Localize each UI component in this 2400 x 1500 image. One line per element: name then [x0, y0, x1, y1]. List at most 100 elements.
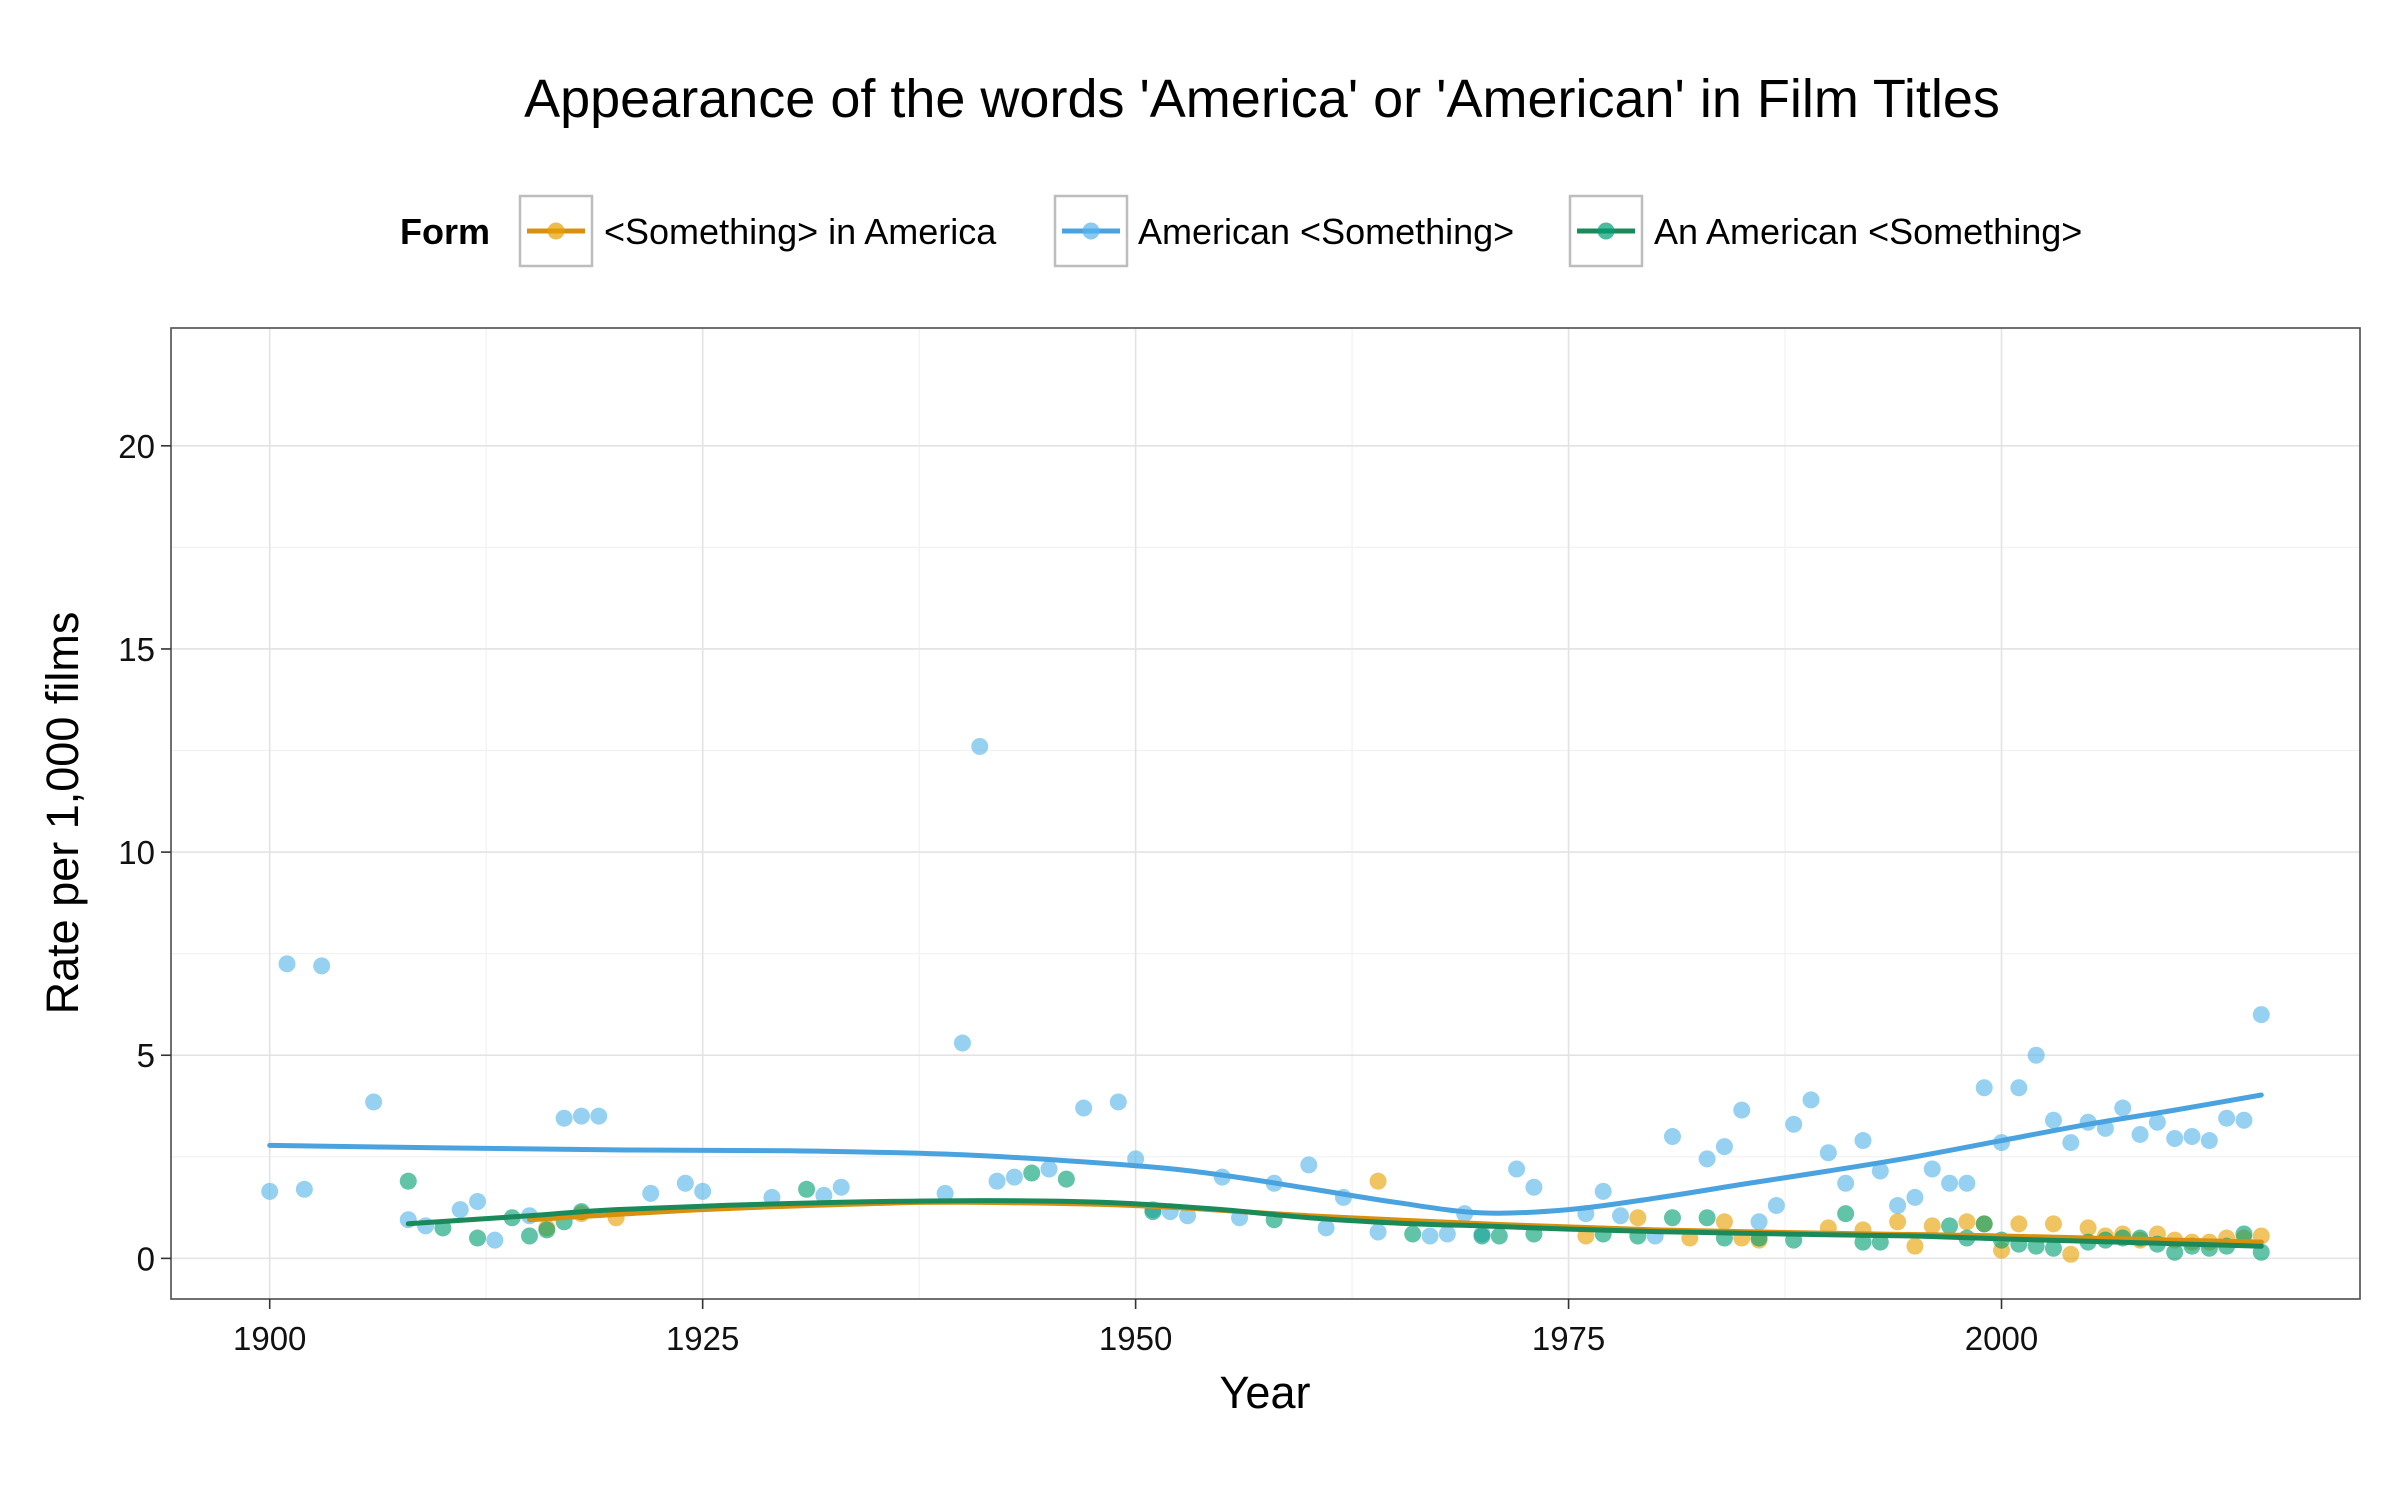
data-point-series-3 [2235, 1225, 2253, 1243]
data-point-series-1 [2062, 1245, 2080, 1263]
chart-title: Appearance of the words 'America' or 'Am… [524, 69, 2000, 129]
data-point-series-2 [1785, 1115, 1803, 1133]
data-point-series-2 [486, 1231, 504, 1249]
data-point-series-3 [1837, 1205, 1855, 1223]
legend-key-point [1597, 222, 1615, 240]
data-point-series-2 [1941, 1174, 1959, 1192]
legend-entry-3: An American <Something> [1568, 194, 2082, 268]
data-point-series-2 [1040, 1160, 1058, 1178]
data-point-series-3 [1404, 1225, 1422, 1243]
data-point-series-2 [1612, 1207, 1630, 1225]
legend-entry-2: American <Something> [1053, 194, 1514, 268]
data-point-series-3 [469, 1229, 487, 1247]
data-point-series-2 [295, 1180, 313, 1198]
data-point-series-3 [1473, 1227, 1491, 1245]
legend-entry-1: <Something> in America [518, 194, 997, 268]
data-point-series-3 [2166, 1243, 2184, 1261]
data-point-series-2 [313, 957, 331, 975]
data-point-series-2 [642, 1184, 660, 1202]
data-point-series-2 [1750, 1213, 1768, 1231]
data-point-series-2 [1300, 1156, 1318, 1174]
y-tick-label: 10 [118, 834, 155, 871]
data-point-series-2 [1594, 1182, 1612, 1200]
legend-label: An American <Something> [1654, 211, 2082, 252]
data-point-series-1 [1889, 1213, 1907, 1231]
data-point-series-1 [1906, 1237, 1924, 1255]
data-point-series-3 [399, 1172, 417, 1190]
smooth-line-series-3 [405, 1198, 2264, 1249]
legend-key-point [1082, 222, 1100, 240]
data-point-series-2 [1975, 1079, 1993, 1097]
legend-key-point [547, 222, 565, 240]
data-point-series-2 [676, 1174, 694, 1192]
data-point-series-2 [2114, 1099, 2132, 1117]
data-point-series-2 [1733, 1101, 1751, 1119]
data-point-series-2 [1767, 1197, 1785, 1215]
data-point-series-2 [1179, 1207, 1197, 1225]
data-point-series-1 [2079, 1219, 2097, 1237]
smooth-lines [267, 1092, 2264, 1249]
y-tick-label: 5 [137, 1037, 155, 1074]
data-point-series-2 [2010, 1079, 2028, 1097]
y-axis: 0 5 10 15 20 [118, 428, 171, 1277]
data-point-series-2 [278, 955, 296, 973]
data-point-series-2 [1923, 1160, 1941, 1178]
x-tick-label: 1925 [666, 1320, 739, 1357]
data-point-series-2 [1715, 1138, 1733, 1156]
data-point-series-1 [1923, 1217, 1941, 1235]
legend: Form <Something> in America American <Som… [400, 194, 2082, 268]
legend-title: Form [400, 211, 490, 252]
data-point-series-2 [2218, 1109, 2236, 1127]
data-point-series-2 [694, 1182, 712, 1200]
data-point-series-2 [2062, 1134, 2080, 1152]
data-point-series-2 [572, 1107, 590, 1125]
data-point-series-2 [1317, 1219, 1335, 1237]
data-point-series-2 [2044, 1111, 2062, 1129]
plot-area [170, 327, 2361, 1300]
data-point-series-2 [2131, 1125, 2149, 1143]
data-point-series-3 [538, 1221, 556, 1239]
data-point-series-2 [1958, 1174, 1976, 1192]
data-point-series-2 [1075, 1099, 1093, 1117]
y-tick-label: 15 [118, 631, 155, 668]
x-tick-label: 1900 [233, 1320, 306, 1357]
data-point-series-2 [1005, 1168, 1023, 1186]
data-point-series-2 [2166, 1130, 2184, 1148]
data-point-series-2 [590, 1107, 608, 1125]
y-axis-title: Rate per 1,000 films [37, 612, 88, 1015]
x-tick-label: 2000 [1965, 1320, 2038, 1357]
data-point-series-2 [815, 1186, 833, 1204]
data-point-series-3 [1663, 1209, 1681, 1227]
x-axis-title: Year [1220, 1367, 1311, 1418]
data-point-series-3 [1698, 1209, 1716, 1227]
data-point-series-1 [1958, 1213, 1976, 1231]
data-point-series-2 [1871, 1162, 1889, 1180]
legend-label: <Something> in America [604, 211, 997, 252]
data-point-series-2 [2252, 1006, 2270, 1024]
legend-label: American <Something> [1138, 211, 1514, 252]
data-point-series-2 [2235, 1111, 2253, 1129]
data-point-series-2 [2148, 1113, 2166, 1131]
data-point-series-2 [1698, 1150, 1716, 1168]
data-point-series-2 [2027, 1046, 2045, 1064]
data-point-series-3 [1854, 1233, 1872, 1251]
x-tick-label: 1950 [1099, 1320, 1172, 1357]
data-point-series-3 [1941, 1217, 1959, 1235]
data-point-series-2 [469, 1192, 487, 1210]
data-point-series-3 [798, 1180, 816, 1198]
grid [171, 328, 2360, 1299]
data-point-series-2 [1421, 1227, 1439, 1245]
data-point-series-1 [1715, 1213, 1733, 1231]
data-point-series-2 [1906, 1188, 1924, 1206]
x-tick-label: 1975 [1532, 1320, 1605, 1357]
data-point-series-2 [971, 737, 989, 755]
data-point-series-2 [1508, 1160, 1526, 1178]
data-point-series-2 [936, 1184, 954, 1202]
data-point-series-2 [1438, 1225, 1456, 1243]
data-point-series-2 [1109, 1093, 1127, 1111]
data-point-series-1 [1369, 1172, 1387, 1190]
data-point-series-2 [555, 1109, 573, 1127]
y-tick-label: 0 [137, 1240, 155, 1277]
data-point-series-2 [1889, 1197, 1907, 1215]
data-point-series-1 [2044, 1215, 2062, 1233]
